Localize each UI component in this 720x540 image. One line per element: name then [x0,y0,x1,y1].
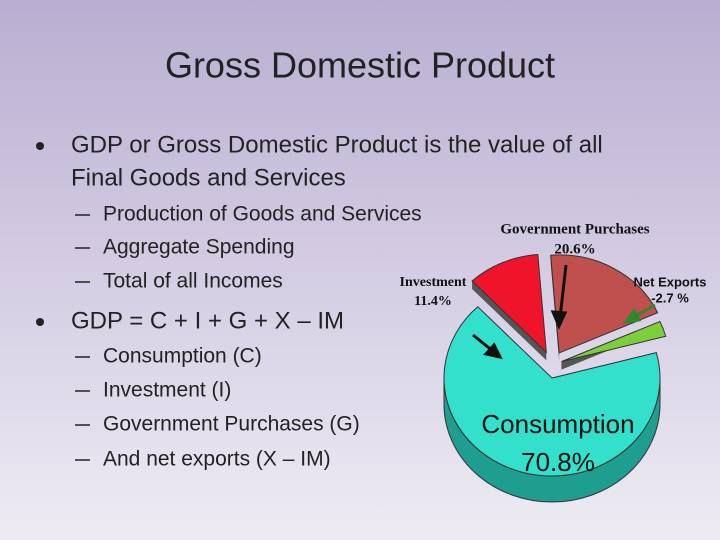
slide-title: Gross Domestic Product [165,45,555,86]
bullet-text: GDP = C + I + G + X – IM [71,307,344,334]
category-label: Investment [400,275,467,290]
category-label: Consumption [481,409,634,439]
value-label: 70.8% [521,447,595,477]
pie-chart [443,253,667,503]
sub-bullet-text: Investment (I) [103,379,231,402]
arrow [558,264,568,319]
arrows [472,264,656,360]
slide-text: GDP or Gross Domestic Product is the val… [36,131,603,471]
sub-bullet-text: Total of all Incomes [103,270,283,293]
category-label: Net Exports [634,274,707,289]
sub-bullet-text: Production of Goods and Services [103,203,422,226]
value-label: 11.4% [414,294,452,309]
arrow-head [622,308,642,325]
pie-slice [550,254,659,354]
bullet-text: GDP or Gross Domestic Product is the val… [71,131,603,158]
pie-slice [561,320,667,363]
pie-slice [471,253,547,354]
bullet-marker [36,142,44,150]
arrow-head [550,310,568,330]
sub-bullet-text: Consumption (C) [103,345,262,368]
sub-bullet-text: Government Purchases (G) [103,413,360,436]
bullet-marker [36,318,44,326]
bullet-text: Final Goods and Services [71,164,346,191]
pie-slice-side [472,281,547,361]
pie-slice [443,306,661,477]
value-label: -2.7 % [651,290,689,305]
value-label: 20.6% [554,241,595,257]
sub-bullet-text: Aggregate Spending [103,236,295,259]
category-label: Government Purchases [500,221,649,237]
sub-bullet-text: And net exports (X – IM) [103,448,331,471]
arrow-head [483,342,503,360]
